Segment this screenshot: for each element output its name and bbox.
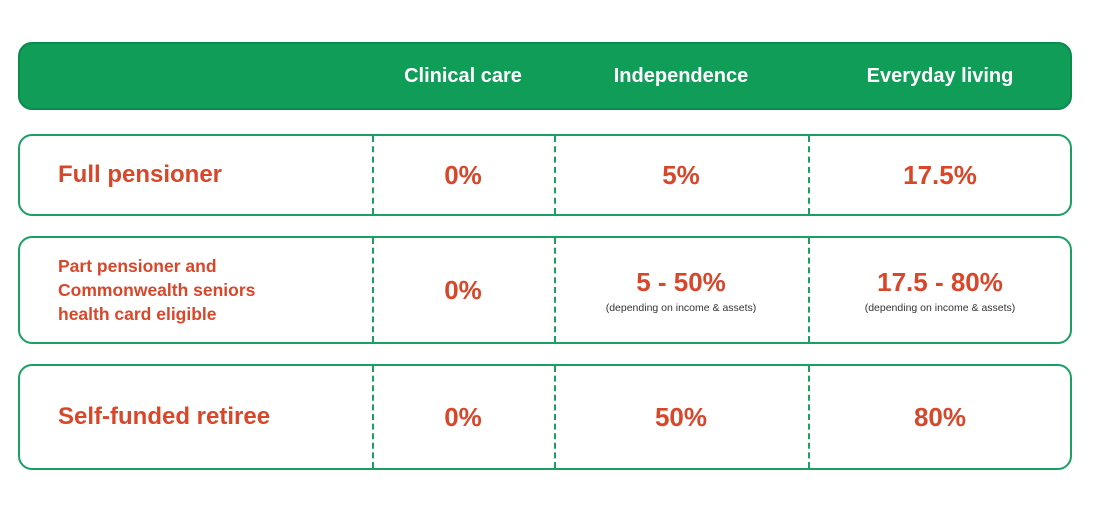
- column-divider: [372, 238, 374, 342]
- column-divider: [554, 136, 556, 214]
- independence-cell: 5 - 50% (depending on income & assets): [554, 238, 808, 342]
- cell-note: (depending on income & assets): [864, 301, 1016, 314]
- column-divider: [554, 238, 556, 342]
- column-divider: [372, 366, 374, 468]
- cell-note: (depending on income & assets): [605, 301, 757, 314]
- cell-value: 0%: [444, 274, 482, 305]
- cell-value: 5%: [662, 159, 700, 190]
- header-everyday-living: Everyday living: [866, 65, 1014, 87]
- clinical-care-cell: 0%: [372, 366, 554, 468]
- column-divider: [808, 238, 810, 342]
- column-divider: [808, 366, 810, 468]
- cell-value: 17.5 - 80%: [877, 266, 1003, 297]
- column-divider: [372, 136, 374, 214]
- cell-value: 0%: [444, 159, 482, 190]
- everyday-living-cell: 80%: [808, 366, 1072, 468]
- row-label: Self-funded retiree: [58, 403, 271, 430]
- row-label: Full pensioner: [58, 161, 223, 188]
- independence-cell: 5%: [554, 136, 808, 214]
- cell-value: 50%: [654, 401, 708, 432]
- table-header: Clinical care Independence Everyday livi…: [18, 42, 1072, 110]
- table-row: Self-funded retiree 0% 50% 80%: [18, 364, 1072, 470]
- cell-value: 17.5%: [903, 159, 977, 190]
- row-label: Part pensioner and Commonwealth seniors …: [58, 256, 256, 324]
- everyday-living-cell: 17.5%: [808, 136, 1072, 214]
- header-independence: Independence: [613, 65, 749, 87]
- column-divider: [554, 366, 556, 468]
- independence-cell: 50%: [554, 366, 808, 468]
- table-row: Full pensioner 0% 5% 17.5%: [18, 134, 1072, 216]
- table-row: Part pensioner and Commonwealth seniors …: [18, 236, 1072, 344]
- header-clinical-care: Clinical care: [404, 65, 522, 87]
- everyday-living-cell: 17.5 - 80% (depending on income & assets…: [808, 238, 1072, 342]
- column-divider: [808, 136, 810, 214]
- cell-value: 80%: [913, 401, 967, 432]
- clinical-care-cell: 0%: [372, 238, 554, 342]
- cell-value: 5 - 50%: [636, 266, 726, 297]
- cell-value: 0%: [444, 401, 482, 432]
- clinical-care-cell: 0%: [372, 136, 554, 214]
